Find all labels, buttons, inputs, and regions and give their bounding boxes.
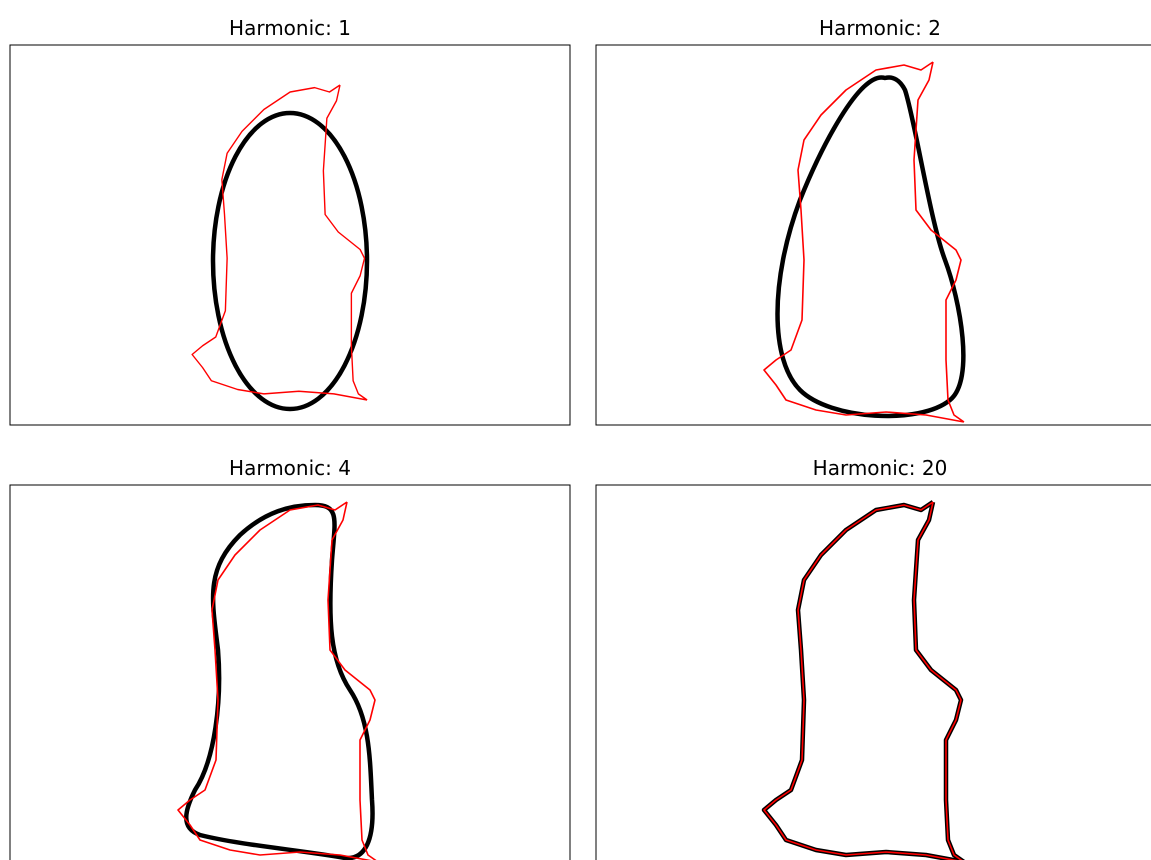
outline-curve bbox=[763, 501, 965, 860]
panel-title: Harmonic: 20 bbox=[813, 456, 948, 480]
panel-title: Harmonic: 4 bbox=[229, 456, 351, 480]
panel bbox=[764, 502, 964, 860]
outline-curve bbox=[763, 61, 965, 423]
panel bbox=[191, 84, 370, 412]
axes-frame bbox=[595, 44, 1151, 426]
panel bbox=[763, 61, 966, 423]
axes-frame bbox=[595, 484, 1151, 860]
axes-frame bbox=[9, 484, 571, 860]
panel-title: Harmonic: 1 bbox=[229, 16, 351, 40]
fit-curve bbox=[184, 502, 375, 860]
panel bbox=[177, 501, 379, 860]
fit-curve bbox=[764, 502, 964, 860]
axes-frame bbox=[9, 44, 571, 426]
fit-curve bbox=[210, 110, 370, 412]
fit-curve bbox=[775, 75, 966, 419]
outline-curve bbox=[191, 84, 368, 401]
outline-curve bbox=[177, 501, 379, 860]
panel-title: Harmonic: 2 bbox=[819, 16, 941, 40]
